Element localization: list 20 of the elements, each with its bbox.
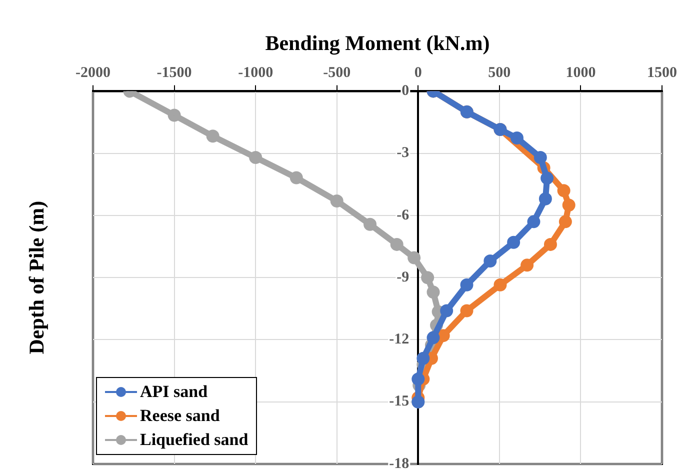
y-tick-label: -6 <box>396 207 410 224</box>
y-tick-label: -12 <box>389 332 410 348</box>
y-tick-label: -9 <box>396 269 410 286</box>
y-tick-label: -18 <box>389 456 410 472</box>
x-tick-label: 1500 <box>647 65 677 82</box>
x-axis-title: Bending Moment (kN.m) <box>265 31 490 56</box>
legend-label: API sand <box>140 382 208 402</box>
x-tick-label: 1000 <box>566 65 596 82</box>
x-tick-label: -1000 <box>238 65 274 82</box>
x-tick-label: -2000 <box>76 65 110 82</box>
legend-label: Liquefied sand <box>140 430 248 450</box>
x-tick-label: -1500 <box>156 65 192 82</box>
y-tick-label: 0 <box>402 83 410 100</box>
y-tick-label: -3 <box>396 145 410 162</box>
x-tick-label: -500 <box>323 65 351 82</box>
legend-label: Reese sand <box>140 406 220 426</box>
y-axis-title: Depth of Pile (m) <box>24 200 48 354</box>
x-tick-label: 0 <box>414 65 422 82</box>
x-tick-label: 500 <box>488 65 511 82</box>
y-tick-label: -15 <box>389 394 410 410</box>
